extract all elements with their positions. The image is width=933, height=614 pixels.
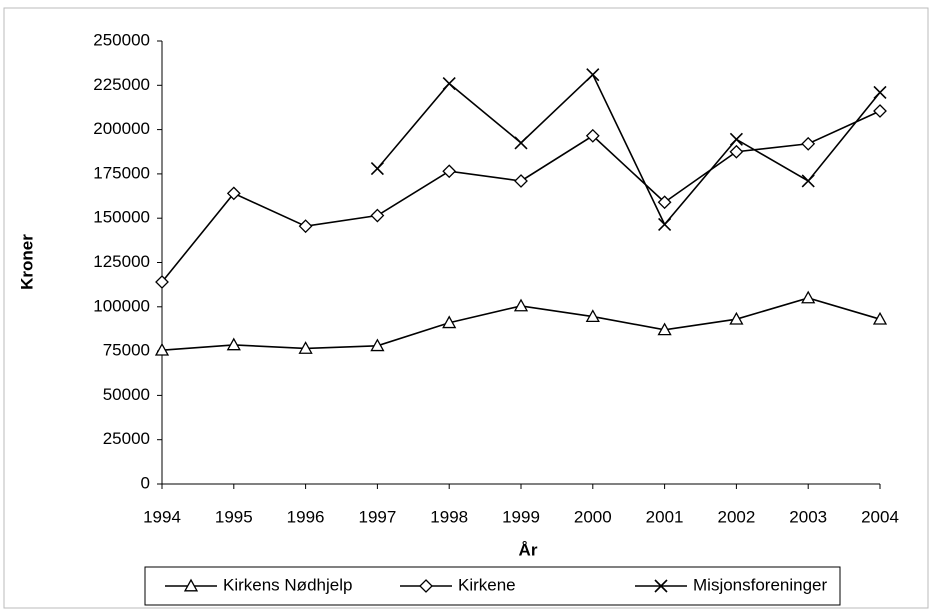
- series-line: [376, 73, 881, 226]
- y-tick-label: 175000: [93, 163, 150, 182]
- y-tick-label: 225000: [93, 75, 150, 94]
- marker-triangle: [370, 338, 385, 352]
- y-tick-label: 250000: [93, 30, 150, 49]
- x-tick-label: 1994: [143, 507, 181, 526]
- marker-diamond: [585, 128, 600, 143]
- marker-x: [873, 85, 887, 99]
- marker-triangle: [183, 578, 199, 592]
- marker-x: [370, 162, 384, 176]
- x-tick-label: 2002: [717, 507, 755, 526]
- marker-triangle: [585, 309, 600, 322]
- marker-x: [654, 579, 668, 593]
- marker-x: [514, 136, 528, 150]
- legend-box: [144, 566, 841, 606]
- marker-x: [586, 68, 600, 82]
- marker-diamond: [873, 104, 887, 118]
- marker-x: [442, 76, 456, 91]
- marker-diamond: [370, 208, 385, 223]
- marker-x: [729, 132, 743, 146]
- marker-x: [801, 174, 815, 188]
- marker-triangle: [298, 341, 313, 354]
- legend-label: Kirkene: [458, 575, 516, 594]
- marker-triangle: [154, 342, 170, 356]
- marker-diamond: [657, 195, 672, 210]
- y-tick-label: 0: [141, 473, 150, 492]
- marker-diamond: [514, 174, 528, 188]
- marker-triangle: [513, 298, 529, 312]
- x-tick-label: 1995: [215, 507, 253, 526]
- marker-triangle: [729, 311, 744, 325]
- series-line: [161, 110, 881, 283]
- legend-label: Misjonsforeninger: [693, 575, 828, 594]
- x-tick-label: 1998: [430, 507, 468, 526]
- y-tick-label: 25000: [103, 429, 150, 448]
- x-tick-label: 2004: [861, 507, 899, 526]
- marker-triangle: [226, 337, 241, 351]
- x-tick-label: 1997: [358, 507, 396, 526]
- marker-diamond: [155, 275, 169, 289]
- marker-triangle: [872, 311, 888, 325]
- x-tick-label: 2001: [646, 507, 684, 526]
- x-axis-label: År: [519, 540, 538, 559]
- y-tick-label: 150000: [93, 208, 150, 227]
- y-tick-label: 200000: [93, 119, 150, 138]
- x-tick-label: 1999: [502, 507, 540, 526]
- marker-triangle: [657, 322, 672, 336]
- y-tick-label: 75000: [103, 341, 150, 360]
- x-tick-label: 2000: [574, 507, 612, 526]
- chart-border: [3, 7, 929, 609]
- marker-diamond: [298, 219, 313, 234]
- marker-diamond: [729, 144, 744, 159]
- marker-triangle: [801, 290, 816, 304]
- marker-diamond: [419, 579, 433, 593]
- marker-triangle: [442, 315, 457, 329]
- marker-x: [658, 217, 672, 231]
- y-tick-label: 125000: [93, 252, 150, 271]
- y-axis-label: Kroner: [17, 234, 36, 290]
- marker-diamond: [226, 186, 241, 201]
- marker-diamond: [442, 164, 457, 179]
- x-tick-label: 2003: [789, 507, 827, 526]
- y-tick-label: 50000: [103, 385, 150, 404]
- y-tick-label: 100000: [93, 296, 150, 315]
- legend-label: Kirkens Nødhjelp: [223, 575, 352, 594]
- marker-diamond: [801, 136, 816, 151]
- x-tick-label: 1996: [287, 507, 325, 526]
